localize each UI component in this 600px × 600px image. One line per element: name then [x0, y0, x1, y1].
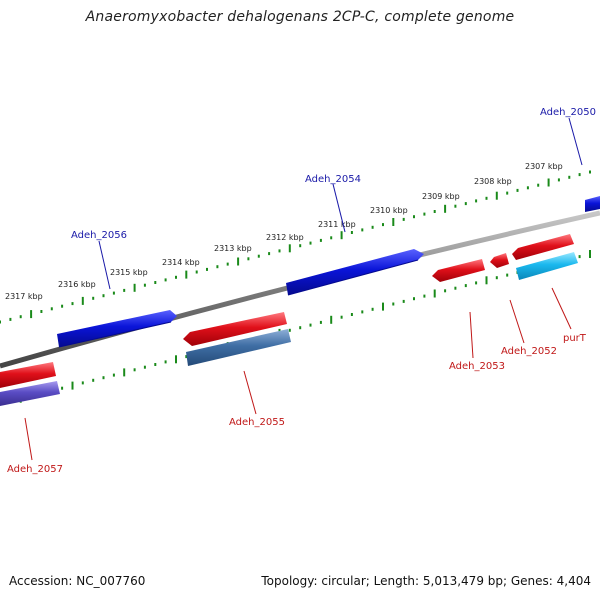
genome-summary: Topology: circular; Length: 5,013,479 bp… — [261, 574, 591, 588]
scale-labels: 2307 kbp 2308 kbp 2309 kbp 2310 kbp 2311… — [5, 162, 563, 301]
accession-label: Accession: NC_007760 — [9, 574, 146, 588]
scale-label-2315: 2315 kbp — [110, 268, 148, 277]
gene-label-adeh-2052[interactable]: Adeh_2052 — [501, 346, 557, 357]
gene-arrow-adeh-2053[interactable] — [432, 259, 485, 282]
gene-label-adeh-2055[interactable]: Adeh_2055 — [229, 417, 285, 428]
gene-arrow-adeh-2056[interactable] — [57, 310, 177, 348]
gene-label-adeh-2053[interactable]: Adeh_2053 — [449, 361, 505, 372]
gene-label-adeh-2050[interactable]: Adeh_2050 — [540, 107, 596, 118]
scale-label-2311: 2311 kbp — [318, 220, 356, 229]
gene-arrow-adeh-2055-red[interactable] — [183, 312, 287, 346]
scale-label-2314: 2314 kbp — [162, 258, 200, 267]
gene-arrow-adeh-2050[interactable] — [585, 196, 600, 212]
gene-label-purt[interactable]: purT — [563, 333, 587, 344]
leader-lines — [24, 117, 583, 461]
gene-arrow-adeh-2051[interactable] — [512, 234, 574, 260]
scale-label-2309: 2309 kbp — [422, 192, 460, 201]
gene-arrow-adeh-2055[interactable] — [186, 329, 291, 366]
gene-label-adeh-2057[interactable]: Adeh_2057 — [7, 464, 63, 475]
scale-label-2317: 2317 kbp — [5, 292, 43, 301]
gene-arrow-adeh-2054[interactable] — [286, 249, 424, 296]
outer-scale-ticks — [0, 170, 591, 324]
scale-label-2308: 2308 kbp — [474, 177, 512, 186]
gene-label-adeh-2054[interactable]: Adeh_2054 — [305, 174, 361, 185]
gene-arrow-purt[interactable] — [516, 252, 578, 280]
scale-label-2312: 2312 kbp — [266, 233, 304, 242]
gene-label-adeh-2056[interactable]: Adeh_2056 — [71, 230, 127, 241]
scale-label-2316: 2316 kbp — [58, 280, 96, 289]
map-title: Anaeromyxobacter dehalogenans 2CP-C, com… — [85, 9, 515, 25]
scale-label-2307: 2307 kbp — [525, 162, 563, 171]
scale-label-2310: 2310 kbp — [370, 206, 408, 215]
gene-arrow-adeh-2057[interactable] — [0, 381, 60, 406]
gene-arrow-adeh-2052[interactable] — [490, 253, 509, 268]
gene-arrow-adeh-2057-red[interactable] — [0, 362, 56, 388]
scale-label-2313: 2313 kbp — [214, 244, 252, 253]
